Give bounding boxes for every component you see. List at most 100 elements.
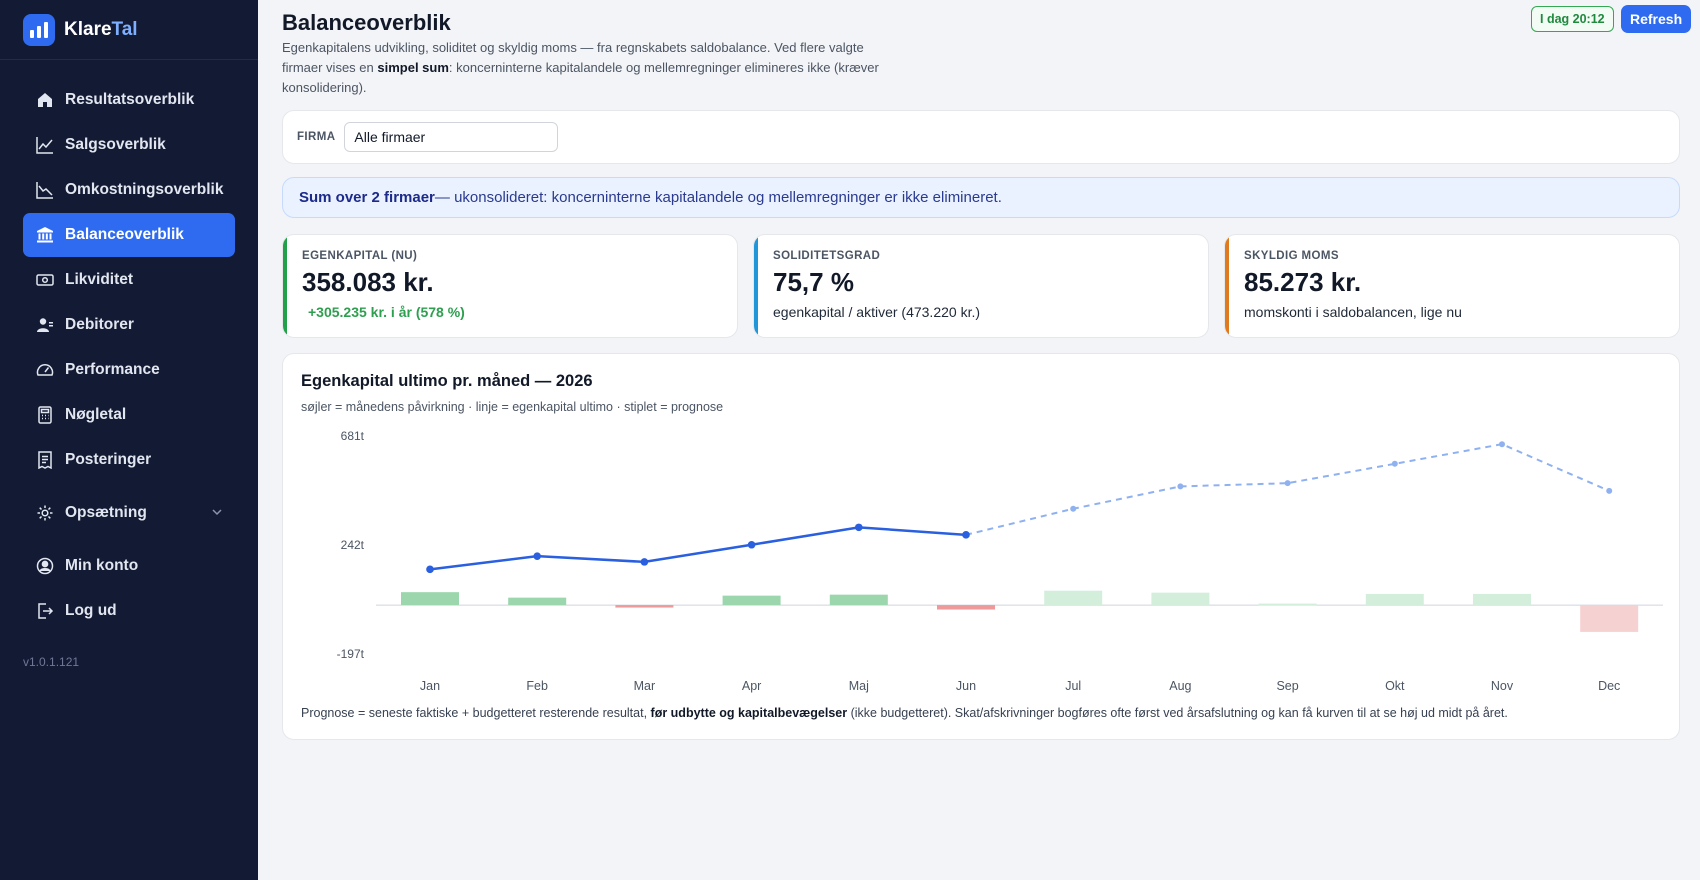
notice-bold: Sum over 2 firmaer [299,189,435,206]
brand-name-part2: Tal [111,18,138,40]
chart-footnote-part1: Prognose = seneste faktiske + budgettere… [301,706,651,720]
y-tick-label: 681t [341,429,365,443]
x-tick-label: Apr [742,679,761,693]
point-nov [1499,441,1505,448]
sidebar-item-noegletal[interactable]: Nøgletal [23,393,235,437]
chart-footnote-bold: før udbytte og kapitalbevægelser [650,706,848,720]
sidebar-item-likviditet[interactable]: Likviditet [23,258,235,302]
sidebar-item-label: Salgsoverblik [65,136,166,153]
consolidation-notice: Sum over 2 firmaer — ukonsolideret: konc… [282,177,1680,218]
point-apr [747,540,756,549]
y-tick-label: -197t [337,647,365,661]
kpi-value: 358.083 kr. [302,267,434,297]
x-tick-label: Sep [1276,679,1298,693]
firma-select[interactable]: Alle firmaer [344,122,559,152]
kpi-label: SKYLDIG MOMS [1244,250,1339,262]
logout-icon [35,601,55,621]
bar-sep [1258,603,1317,606]
chevron-down-icon[interactable] [211,505,223,523]
point-dec [1606,487,1613,494]
sidebar: KlareTal Resultatsoverblik Salgsoverblik… [0,0,258,880]
sidebar-item-label: Debitorer [65,316,134,333]
logo-icon [23,13,55,46]
brand-name: KlareTal [64,19,138,41]
cash-icon [35,270,55,290]
sidebar-item-balanceoverblik[interactable]: Balanceoverblik [23,213,235,257]
sidebar-item-opsaetning[interactable]: Opsætning [23,491,235,535]
chart-title: Egenkapital ultimo pr. måned — 2026 [301,372,593,390]
point-okt [1391,460,1398,467]
kpi-label: SOLIDITETSGRAD [773,250,881,262]
sidebar-item-posteringer[interactable]: Posteringer [23,438,235,482]
sidebar-item-label: Likviditet [65,271,134,288]
sidebar-item-salgsoverblik[interactable]: Salgsoverblik [23,123,235,167]
bar-okt [1365,593,1424,606]
refresh-button[interactable]: Refresh [1621,5,1692,33]
bar-jul [1044,590,1103,606]
x-tick-label: Maj [849,679,869,693]
chart-subtitle: søjler = månedens påvirkning · linje = e… [301,400,724,414]
bar-jun [937,605,995,610]
x-tick-label: Mar [634,679,656,693]
equity-chart-card: Egenkapital ultimo pr. måned — 2026 søjl… [282,353,1680,740]
x-tick-label: Jul [1065,679,1081,693]
point-jan [426,565,434,574]
trending-up-icon [35,135,55,155]
x-tick-label: Feb [526,679,548,693]
x-tick-label: Jan [420,679,440,693]
x-tick-label: Jun [956,679,976,693]
kpi-value: 85.273 kr. [1244,267,1362,297]
filter-bar: FIRMA Alle firmaer [282,110,1680,164]
kpi-card-skyldig-moms: SKYLDIG MOMS 85.273 kr. momskonti i sald… [1224,234,1680,338]
kpi-subtext: egenkapital / aktiver (473.220 kr.) [773,304,981,320]
y-tick-label: 242t [341,538,365,552]
sidebar-item-label: Resultatsoverblik [65,91,195,108]
receipt-icon [35,450,55,470]
sidebar-item-label: Balanceoverblik [65,226,184,243]
bar-mar [615,605,674,608]
point-maj [855,523,863,532]
chart-footnote: Prognose = seneste faktiske + budgettere… [301,706,1508,720]
kpi-subtext: momskonti i saldobalancen, lige nu [1244,304,1462,320]
x-tick-label: Okt [1385,679,1405,693]
bar-maj [829,594,888,606]
x-tick-label: Aug [1169,679,1191,693]
bar-dec [1580,605,1639,632]
page-title: Balanceoverblik [282,10,451,35]
kpi-label: EGENKAPITAL (NU) [302,250,418,262]
page-description: Egenkapitalens udvikling, soliditet og s… [282,38,882,98]
sidebar-item-performance[interactable]: Performance [23,348,235,392]
calculator-icon [35,405,55,425]
trending-down-icon [35,180,55,200]
brand-name-part1: Klare [64,18,112,40]
users-icon [35,315,55,335]
sidebar-item-label: Posteringer [65,451,152,468]
sidebar-item-omkostningsoverblik[interactable]: Omkostningsoverblik [23,168,235,212]
brand[interactable]: KlareTal [0,0,258,60]
point-jul [1070,505,1077,512]
kpi-subtext: +305.235 kr. i år (578 %) [308,304,465,320]
sidebar-item-label: Nøgletal [65,406,127,423]
sidebar-item-resultatsoverblik[interactable]: Resultatsoverblik [23,78,235,122]
equity-line [429,526,967,571]
bank-icon [35,225,55,245]
sidebar-item-debitorer[interactable]: Debitorer [23,303,235,347]
forecast-line [965,443,1610,536]
x-tick-label: Nov [1491,679,1514,693]
sidebar-item-min-konto[interactable]: Min konto [23,544,235,588]
sidebar-item-label: Opsætning [65,504,147,521]
chart-footnote-part2: (ikke budgetteret). Skat/afskrivninger b… [847,706,1508,720]
kpi-card-soliditetsgrad: SOLIDITETSGRAD 75,7 % egenkapital / akti… [753,234,1209,338]
kpi-value: 75,7 % [773,267,854,297]
user-circle-icon [35,556,55,576]
sidebar-nav: Resultatsoverblik Salgsoverblik Omkostni… [0,60,258,633]
sidebar-item-label: Performance [65,361,160,378]
sidebar-item-label: Log ud [65,602,117,619]
point-feb [533,552,541,560]
x-tick-label: Dec [1598,679,1620,693]
sidebar-item-log-ud[interactable]: Log ud [23,589,235,633]
kpi-card-egenkapital: EGENKAPITAL (NU) 358.083 kr. +305.235 kr… [282,234,738,338]
point-jun [962,531,970,539]
point-sep [1284,480,1291,487]
page-description-part2: : koncerninterne kapitalandele og mellem… [282,60,879,95]
